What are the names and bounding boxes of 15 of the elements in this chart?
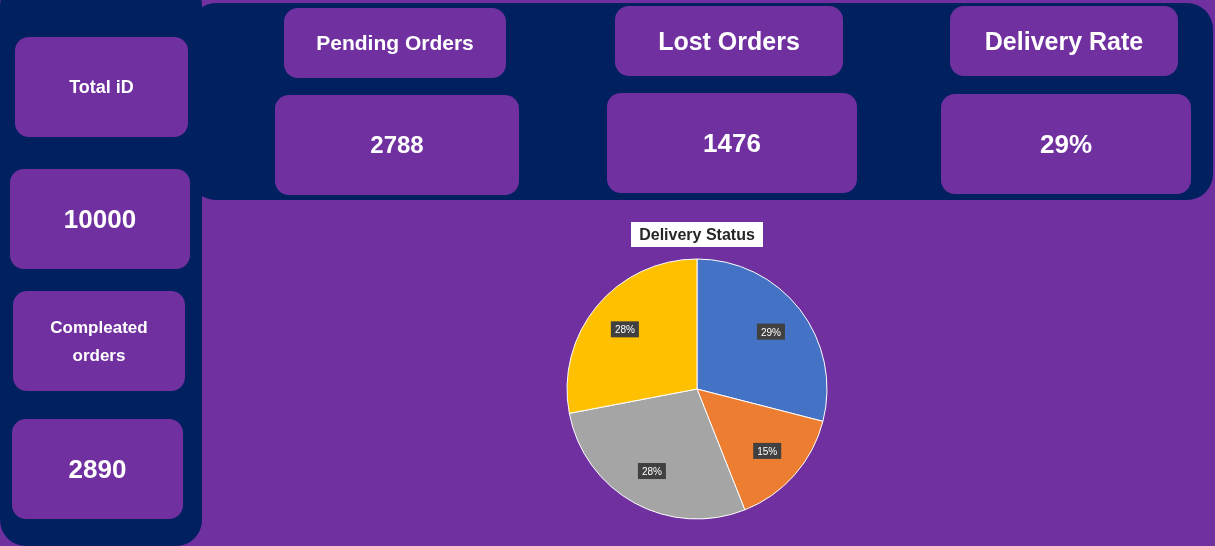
chart-title: Delivery Status bbox=[639, 226, 755, 243]
text: Delivery Rate bbox=[984, 26, 1144, 55]
text: 29% bbox=[1039, 129, 1093, 160]
data-label: 29% bbox=[760, 326, 782, 338]
text: 2890 bbox=[68, 454, 127, 485]
text: 2788 bbox=[370, 131, 424, 159]
text: Compleated orders bbox=[50, 318, 148, 365]
text: Total iD bbox=[69, 77, 134, 98]
text: Lost Orders bbox=[658, 26, 800, 55]
text: 1476 bbox=[703, 128, 761, 159]
data-label: 15% bbox=[757, 445, 778, 457]
data-label: 28% bbox=[614, 324, 635, 336]
text: Pending Orders bbox=[316, 31, 474, 55]
data-label: 28% bbox=[641, 466, 663, 478]
text: 10000 bbox=[63, 204, 137, 235]
